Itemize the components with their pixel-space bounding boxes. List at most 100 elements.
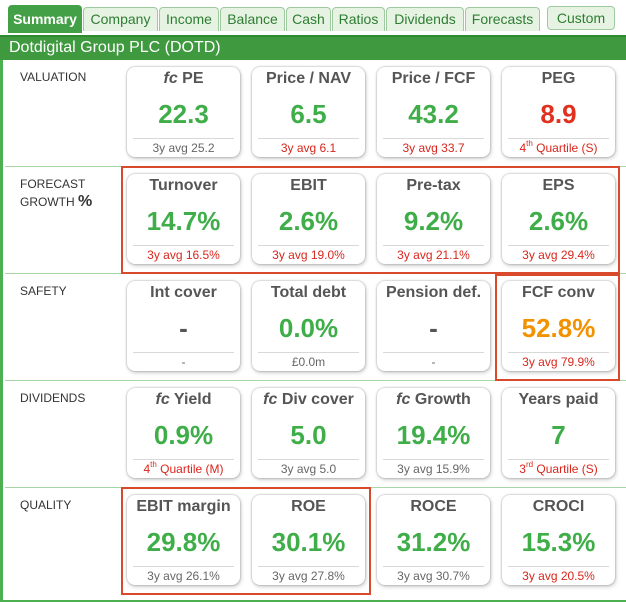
company-title-bar: Dotdigital Group PLC (DOTD) — [0, 35, 626, 60]
tab-bar: Summary Company Income Balance Cash Rati… — [0, 0, 626, 37]
card-heading: fc PE — [127, 67, 240, 91]
card-value: - — [429, 313, 438, 343]
tab-company[interactable]: Company — [83, 7, 158, 31]
section-label: SAFETY — [20, 284, 67, 298]
percent-symbol: % — [78, 193, 93, 210]
card-footnote: 3y avg 6.1 — [258, 138, 359, 157]
quartile-text: Quartile (S) — [532, 141, 598, 155]
card-footnote: 3y avg 16.5% — [133, 245, 234, 264]
tab-income[interactable]: Income — [159, 7, 219, 31]
card-footnote: 3y avg 20.5% — [508, 566, 609, 585]
card-footnote: 3y avg 27.8% — [258, 566, 359, 585]
quartile-suffix: rd — [525, 460, 534, 469]
card-value: 19.4% — [396, 420, 471, 450]
card-heading: EBIT — [290, 177, 327, 194]
page-title: Dotdigital Group PLC (DOTD) — [9, 39, 221, 56]
card-footnote: 3rd Quartile (S) — [508, 459, 609, 478]
tab-ratios[interactable]: Ratios — [332, 7, 385, 31]
card-footnote: 3y avg 21.1% — [383, 245, 484, 264]
card-value: 8.9 — [540, 99, 577, 129]
card-value: 30.1% — [271, 527, 346, 557]
card-value: 5.0 — [290, 420, 327, 450]
section-label-line2: GROWTH % — [20, 192, 92, 212]
card-footnote: 3y avg 79.9% — [508, 352, 609, 371]
card-footnote: 3y avg 25.2 — [133, 138, 234, 157]
card-heading: Pre-tax — [406, 177, 461, 194]
card-value: - — [179, 313, 188, 343]
quartile-number: 3 — [519, 462, 526, 476]
card-value: 7 — [551, 420, 566, 450]
tab-custom[interactable]: Custom — [547, 6, 615, 30]
metric-card-fc-div-cover[interactable]: fc Div cover 5.0 3y avg 5.0 — [252, 388, 365, 478]
card-heading: ROCE — [410, 498, 457, 515]
section-quality: QUALITY — [5, 488, 626, 600]
card-heading: PEG — [541, 70, 576, 87]
metric-card-int-cover[interactable]: Int cover - - — [127, 281, 240, 371]
tab-dividends[interactable]: Dividends — [386, 7, 464, 31]
card-footnote: 4th Quartile (M) — [133, 459, 234, 478]
card-footnote: 3y avg 26.1% — [133, 566, 234, 585]
metric-card-roce[interactable]: ROCE 31.2% 3y avg 30.7% — [377, 495, 490, 585]
metric-card-pre-tax[interactable]: Pre-tax 9.2% 3y avg 21.1% — [377, 174, 490, 264]
metric-card-years-paid[interactable]: Years paid 7 3rd Quartile (S) — [502, 388, 615, 478]
highlight-box-fcf-conv — [495, 274, 620, 381]
section-label: VALUATION — [20, 70, 87, 84]
card-value: 43.2 — [408, 99, 459, 129]
card-footnote: 3y avg 33.7 — [383, 138, 484, 157]
card-footnote: - — [133, 352, 234, 371]
metric-card-fc-pe[interactable]: fc PE 22.3 3y avg 25.2 — [127, 67, 240, 157]
fc-prefix: fc — [155, 391, 170, 408]
card-footnote: - — [383, 352, 484, 371]
card-heading: ROE — [291, 498, 326, 515]
card-heading-text: PE — [177, 70, 204, 87]
card-heading: fc Yield — [127, 388, 240, 412]
highlight-box-margin-roe — [121, 487, 371, 595]
card-heading: Int cover — [150, 284, 217, 301]
card-heading: Price / NAV — [265, 70, 352, 87]
card-heading-text: Growth — [410, 391, 471, 408]
quartile-suffix: th — [526, 139, 533, 148]
card-value: 0.0% — [278, 313, 339, 343]
metric-card-price-nav[interactable]: Price / NAV 6.5 3y avg 6.1 — [252, 67, 365, 157]
card-heading: fc Div cover — [252, 388, 365, 412]
fc-prefix: fc — [263, 391, 278, 408]
card-value: 29.8% — [146, 527, 221, 557]
metric-card-eps[interactable]: EPS 2.6% 3y avg 29.4% — [502, 174, 615, 264]
card-value: 22.3 — [158, 99, 209, 129]
quartile-suffix: th — [150, 460, 157, 469]
fc-prefix: fc — [396, 391, 411, 408]
card-value: 14.7% — [146, 206, 221, 236]
metric-card-peg[interactable]: PEG 8.9 4th Quartile (S) — [502, 67, 615, 157]
section-label-growth: GROWTH — [20, 195, 75, 209]
card-heading: Pension def. — [385, 284, 482, 301]
card-value: 31.2% — [396, 527, 471, 557]
metric-card-ebit[interactable]: EBIT 2.6% 3y avg 19.0% — [252, 174, 365, 264]
metric-card-ebit-margin[interactable]: EBIT margin 29.8% 3y avg 26.1% — [127, 495, 240, 585]
card-value: 2.6% — [278, 206, 339, 236]
card-footnote: 4th Quartile (S) — [508, 138, 609, 157]
metric-card-roe[interactable]: ROE 30.1% 3y avg 27.8% — [252, 495, 365, 585]
metric-card-pension-def[interactable]: Pension def. - - — [377, 281, 490, 371]
metric-card-total-debt[interactable]: Total debt 0.0% £0.0m — [252, 281, 365, 371]
section-label: DIVIDENDS — [20, 391, 86, 405]
tab-balance[interactable]: Balance — [220, 7, 285, 31]
metric-card-fc-yield[interactable]: fc Yield 0.9% 4th Quartile (M) — [127, 388, 240, 478]
tab-summary[interactable]: Summary — [8, 5, 82, 33]
metric-card-croci[interactable]: CROCI 15.3% 3y avg 20.5% — [502, 495, 615, 585]
tab-forecasts[interactable]: Forecasts — [465, 7, 540, 31]
metric-card-price-fcf[interactable]: Price / FCF 43.2 3y avg 33.7 — [377, 67, 490, 157]
quartile-number: 4 — [519, 141, 527, 155]
card-value: 2.6% — [528, 206, 589, 236]
section-safety: SAFETY — [5, 274, 626, 381]
fc-prefix: fc — [163, 70, 178, 87]
metric-card-fc-growth[interactable]: fc Growth 19.4% 3y avg 15.9% — [377, 388, 490, 478]
tab-cash[interactable]: Cash — [286, 7, 331, 31]
card-heading: EPS — [542, 177, 575, 194]
metric-card-fcf-conv[interactable]: FCF conv 52.8% 3y avg 79.9% — [502, 281, 615, 371]
section-label: FORECAST — [20, 177, 86, 191]
card-footnote: 3y avg 30.7% — [383, 566, 484, 585]
card-footnote: 3y avg 15.9% — [383, 459, 484, 478]
metric-card-turnover[interactable]: Turnover 14.7% 3y avg 16.5% — [127, 174, 240, 264]
section-label: QUALITY — [20, 498, 72, 512]
card-value: 52.8% — [521, 313, 596, 343]
